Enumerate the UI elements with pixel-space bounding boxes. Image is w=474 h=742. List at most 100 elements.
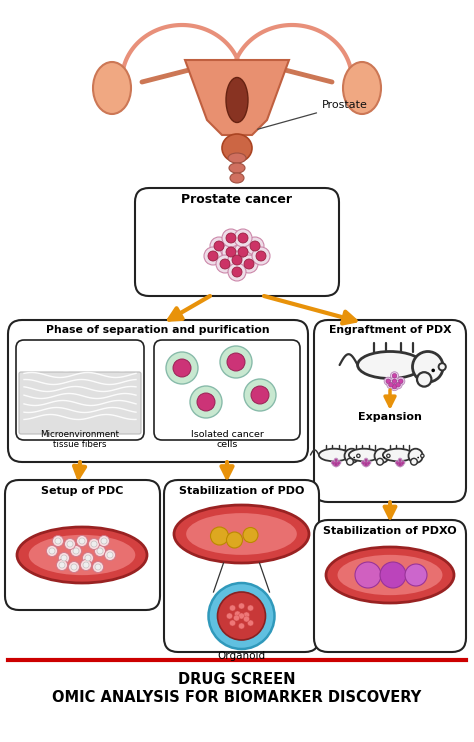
Circle shape — [337, 463, 339, 465]
Circle shape — [209, 583, 274, 649]
Circle shape — [229, 605, 236, 611]
Circle shape — [46, 545, 57, 556]
Circle shape — [338, 462, 340, 464]
Circle shape — [399, 379, 403, 384]
Circle shape — [395, 461, 399, 464]
FancyBboxPatch shape — [164, 480, 319, 652]
Text: OMIC ANALYSIS FOR BIOMARKER DISCOVERY: OMIC ANALYSIS FOR BIOMARKER DISCOVERY — [52, 690, 422, 705]
Circle shape — [396, 383, 401, 387]
Circle shape — [398, 463, 402, 467]
Circle shape — [244, 259, 254, 269]
Circle shape — [67, 541, 73, 547]
FancyBboxPatch shape — [16, 340, 144, 440]
Circle shape — [367, 461, 371, 464]
Circle shape — [398, 458, 402, 462]
FancyBboxPatch shape — [314, 320, 466, 502]
Circle shape — [228, 251, 246, 269]
Circle shape — [166, 352, 198, 384]
Circle shape — [243, 528, 258, 542]
Circle shape — [386, 379, 391, 384]
Circle shape — [94, 545, 106, 556]
Circle shape — [97, 548, 103, 554]
Text: Setup of PDC: Setup of PDC — [41, 486, 124, 496]
Ellipse shape — [357, 352, 422, 378]
Ellipse shape — [383, 449, 413, 462]
Circle shape — [238, 623, 245, 629]
Circle shape — [392, 379, 397, 384]
Circle shape — [387, 454, 390, 458]
FancyBboxPatch shape — [314, 520, 466, 652]
Text: Organoid: Organoid — [218, 651, 265, 661]
Circle shape — [69, 562, 80, 573]
Circle shape — [55, 538, 61, 544]
Circle shape — [251, 386, 269, 404]
Text: DRUG SCREEN: DRUG SCREEN — [178, 672, 296, 687]
Ellipse shape — [174, 505, 309, 563]
Circle shape — [365, 462, 367, 464]
Circle shape — [227, 353, 245, 371]
FancyBboxPatch shape — [19, 372, 141, 434]
Circle shape — [252, 247, 270, 265]
Circle shape — [234, 615, 239, 621]
Circle shape — [421, 454, 424, 458]
Ellipse shape — [319, 449, 349, 462]
Circle shape — [417, 456, 419, 459]
Circle shape — [400, 462, 404, 466]
Circle shape — [214, 241, 224, 251]
Circle shape — [210, 237, 228, 255]
Ellipse shape — [337, 555, 443, 595]
Circle shape — [346, 459, 353, 465]
Circle shape — [240, 255, 258, 273]
FancyBboxPatch shape — [8, 320, 308, 462]
FancyBboxPatch shape — [135, 188, 339, 296]
Circle shape — [409, 449, 423, 463]
Circle shape — [335, 459, 337, 461]
Circle shape — [58, 553, 70, 563]
Circle shape — [402, 462, 404, 464]
Circle shape — [401, 463, 403, 465]
Circle shape — [64, 539, 75, 550]
Circle shape — [85, 555, 91, 561]
Ellipse shape — [230, 173, 244, 183]
Circle shape — [234, 243, 252, 261]
Circle shape — [76, 536, 88, 547]
Circle shape — [389, 383, 393, 387]
Circle shape — [383, 456, 385, 459]
Text: Expansion: Expansion — [358, 412, 422, 422]
Circle shape — [355, 562, 381, 588]
Circle shape — [333, 463, 336, 465]
FancyBboxPatch shape — [154, 340, 300, 440]
Circle shape — [397, 377, 405, 385]
Circle shape — [391, 377, 399, 385]
Circle shape — [397, 462, 401, 466]
Circle shape — [417, 372, 431, 387]
Circle shape — [244, 616, 249, 622]
Ellipse shape — [349, 449, 379, 462]
Text: Prostate: Prostate — [258, 100, 368, 129]
Text: Isolated cancer
cells: Isolated cancer cells — [191, 430, 264, 450]
Circle shape — [220, 259, 230, 269]
Ellipse shape — [17, 527, 147, 583]
Ellipse shape — [343, 62, 381, 114]
Ellipse shape — [229, 163, 245, 173]
Text: Phase of separation and purification: Phase of separation and purification — [46, 325, 270, 335]
Circle shape — [362, 462, 364, 464]
Circle shape — [368, 462, 370, 464]
Circle shape — [53, 536, 64, 547]
Circle shape — [190, 386, 222, 418]
Circle shape — [56, 559, 67, 571]
Circle shape — [204, 247, 222, 265]
Circle shape — [364, 458, 368, 462]
Circle shape — [101, 538, 107, 544]
Circle shape — [353, 456, 355, 459]
Circle shape — [227, 613, 233, 619]
Circle shape — [367, 463, 369, 465]
Circle shape — [345, 449, 359, 463]
Circle shape — [250, 241, 260, 251]
Circle shape — [228, 263, 246, 281]
Circle shape — [334, 463, 338, 467]
Circle shape — [71, 545, 82, 556]
Circle shape — [396, 462, 398, 464]
Circle shape — [95, 564, 101, 570]
Circle shape — [218, 592, 265, 640]
